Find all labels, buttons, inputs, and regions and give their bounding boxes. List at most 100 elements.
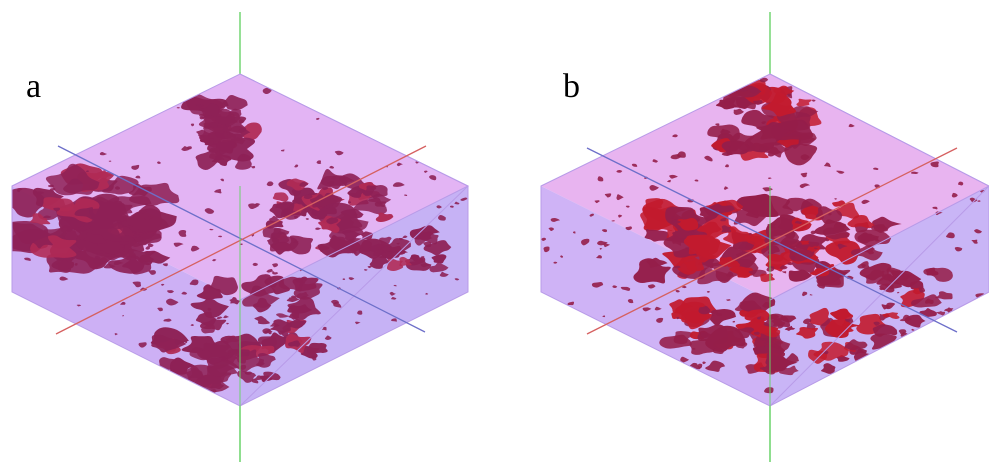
pore-blob: [936, 311, 946, 316]
pore-speck: [758, 146, 767, 153]
pore-speck: [145, 246, 150, 250]
pore-speck: [712, 347, 724, 355]
pore-blob: [705, 325, 746, 353]
pore-speck: [454, 278, 460, 281]
pore-speck: [652, 159, 658, 163]
pore-speck: [348, 277, 355, 281]
pore-speck: [327, 181, 335, 186]
panel-label-b: b: [563, 68, 580, 105]
pore-blob: [235, 153, 252, 170]
pore-blob: [369, 255, 391, 269]
pore-blob: [270, 319, 292, 335]
pore-speck: [672, 134, 678, 138]
pore-speck: [115, 186, 120, 190]
pore-speck: [299, 181, 309, 187]
pore-speck: [190, 123, 195, 127]
pore-blob: [683, 234, 732, 260]
pore-speck: [262, 87, 272, 95]
pore-speck: [896, 291, 900, 294]
pore-blob: [733, 108, 744, 115]
pore-speck: [674, 265, 681, 269]
pore-blob: [900, 289, 925, 308]
pore-speck: [625, 226, 633, 231]
pore-blob: [766, 355, 798, 372]
pore-speck: [553, 261, 558, 264]
pore-speck: [676, 316, 680, 320]
pore-blob: [381, 251, 396, 260]
pore-speck: [543, 246, 550, 253]
pore-speck: [794, 220, 802, 225]
pore-speck: [685, 247, 690, 250]
pore-speck: [272, 272, 279, 275]
pore-speck: [163, 318, 172, 322]
pore-speck: [334, 150, 344, 156]
pore-blob: [830, 308, 853, 320]
pore-speck: [119, 241, 130, 245]
pore-speck: [753, 331, 760, 335]
pore-blob: [881, 304, 891, 310]
pore-speck: [824, 162, 831, 168]
pore-speck: [833, 277, 839, 280]
pore-blob: [347, 185, 367, 198]
pore-speck: [225, 124, 231, 127]
red-axis-line: [55, 145, 427, 335]
pore-speck: [239, 364, 247, 370]
pore-blob: [733, 209, 767, 227]
pore-blob: [780, 315, 797, 323]
pore-speck: [294, 164, 299, 168]
pore-speck: [612, 285, 618, 289]
pore-speck: [930, 161, 939, 168]
pore-blob: [168, 369, 181, 376]
pore-speck: [800, 172, 808, 178]
pore-speck: [214, 140, 219, 145]
pore-speck: [863, 239, 866, 242]
blue-axis-line: [586, 147, 958, 333]
pore-speck: [303, 194, 313, 200]
pore-blob: [419, 231, 439, 245]
pore-blob: [272, 192, 289, 202]
pore-speck: [181, 146, 191, 152]
pore-blob: [911, 294, 942, 308]
pore-speck: [837, 243, 848, 250]
pore-blob: [215, 141, 236, 154]
pore-speck: [671, 219, 682, 224]
pore-blob: [760, 273, 775, 283]
pore-speck: [573, 231, 576, 234]
pore-blob: [309, 194, 338, 209]
pore-speck: [670, 216, 675, 219]
pore-blob: [158, 357, 176, 370]
pore-blob: [762, 92, 796, 117]
pore-speck: [209, 121, 219, 128]
pore-speck: [567, 301, 575, 306]
pore-speck: [670, 154, 682, 160]
pore-speck: [625, 205, 630, 208]
pore-blob: [423, 240, 452, 256]
pore-speck: [226, 141, 229, 144]
pore-speck: [176, 107, 180, 109]
pore-speck: [59, 276, 69, 281]
pore-blob: [815, 260, 848, 285]
pore-speck: [74, 263, 78, 266]
pore-blob: [669, 299, 694, 314]
pore-blob: [721, 225, 732, 233]
pore-speck: [209, 228, 214, 231]
pore-blob: [169, 357, 196, 375]
pore-speck: [199, 116, 206, 120]
pore-network-render-a: [11, 12, 470, 462]
pore-speck: [178, 229, 187, 237]
pore-blob: [683, 256, 705, 272]
pore-blob: [128, 183, 152, 197]
pore-speck: [667, 179, 671, 183]
pore-speck: [364, 269, 368, 271]
pore-speck: [167, 290, 174, 294]
pore-speck: [331, 175, 337, 180]
pore-speck: [602, 315, 606, 318]
pore-blob: [254, 316, 270, 325]
pore-speck: [669, 174, 678, 179]
pore-speck: [597, 240, 608, 246]
pore-speck: [190, 245, 200, 252]
pore-blob: [757, 326, 781, 338]
pore-speck: [898, 329, 907, 335]
pore-blob: [262, 225, 282, 240]
red-axis-line: [586, 147, 958, 335]
